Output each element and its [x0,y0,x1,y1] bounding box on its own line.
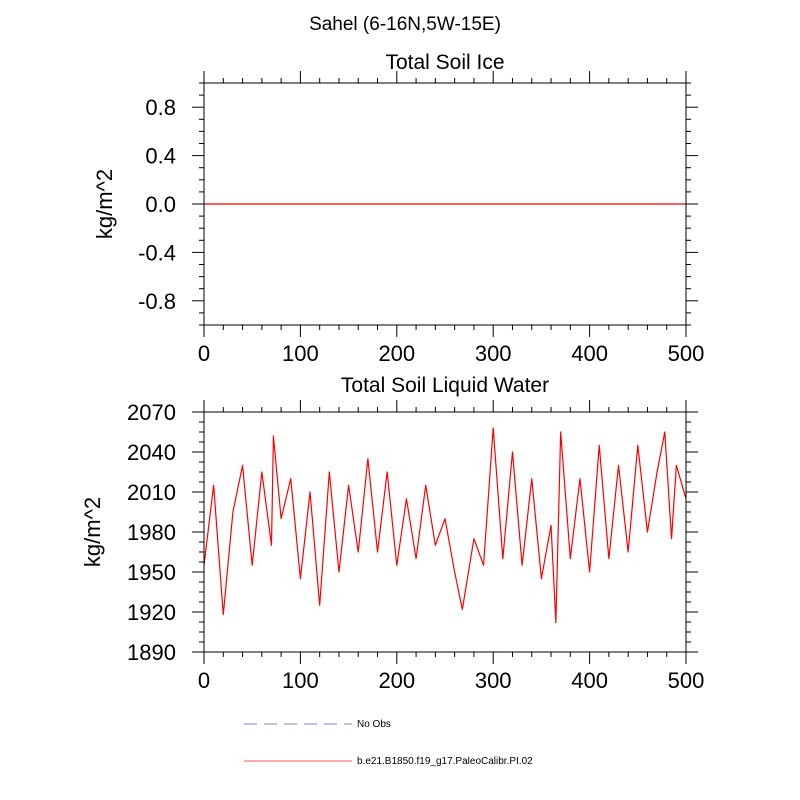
legend: No Obs b.e21.B1850.f19_g17.PaleoCalibr.P… [244,719,533,767]
panel-total-soil-ice: Total Soil Ice kg/m^2 0 100 200 300 400 500 0.… [92,51,704,366]
panel2-data [203,427,687,624]
p1-xtick-label: 200 [378,341,415,366]
p1-xtick-label: 0 [198,341,210,366]
p1-ytick-label: -0.4 [138,240,176,265]
p2-xtick-label: 0 [198,668,210,693]
panel1-ylabel: kg/m^2 [92,169,117,239]
p2-ytick-label: 2040 [127,440,176,465]
p2-series-line-0 [203,427,687,624]
panel-total-soil-liquid-water: Total Soil Liquid Water kg/m^2 0 100 200 30… [80,374,704,693]
p2-ytick-label: 1920 [127,600,176,625]
p2-ytick-label: 1980 [127,520,176,545]
panel2-ticks: 0 100 200 300 400 500 2070 2040 2010 1980 1950 1920… [127,400,704,693]
p1-ytick-label: 0.8 [145,95,176,120]
p2-xtick-label: 100 [282,668,319,693]
p2-xtick-label: 400 [571,668,608,693]
p2-xtick-label: 300 [475,668,512,693]
p2-xtick-label: 500 [668,668,705,693]
p1-ytick-label: -0.8 [138,289,176,314]
p2-xtick-label: 200 [378,668,415,693]
p1-xtick-label: 300 [475,341,512,366]
p2-ytick-label: 1890 [127,640,176,665]
panel2-frame [203,411,687,653]
page-title: Sahel (6-16N,5W-15E) [309,14,501,35]
p2-ytick-label: 2070 [127,400,176,425]
panel1-title: Total Soil Ice [385,51,504,74]
legend-label-no-obs: No Obs [357,719,391,730]
p1-xtick-label: 400 [571,341,608,366]
p1-xtick-label: 500 [668,341,705,366]
p1-ytick-label: 0.0 [145,192,176,217]
p2-ytick-label: 1950 [127,560,176,585]
p2-ytick-label: 2010 [127,480,176,505]
panel2-title: Total Soil Liquid Water [341,374,549,397]
p1-xtick-label: 100 [282,341,319,366]
legend-label-model: b.e21.B1850.f19_g17.PaleoCalibr.PI.02 [357,756,533,767]
p1-ytick-label: 0.4 [145,144,176,169]
panel1-ticks: 0 100 200 300 400 500 0.8 0.4 0.0 -0.4 -0.8 [138,71,704,366]
panel2-ylabel: kg/m^2 [80,497,105,567]
panel1-frame [203,82,687,326]
